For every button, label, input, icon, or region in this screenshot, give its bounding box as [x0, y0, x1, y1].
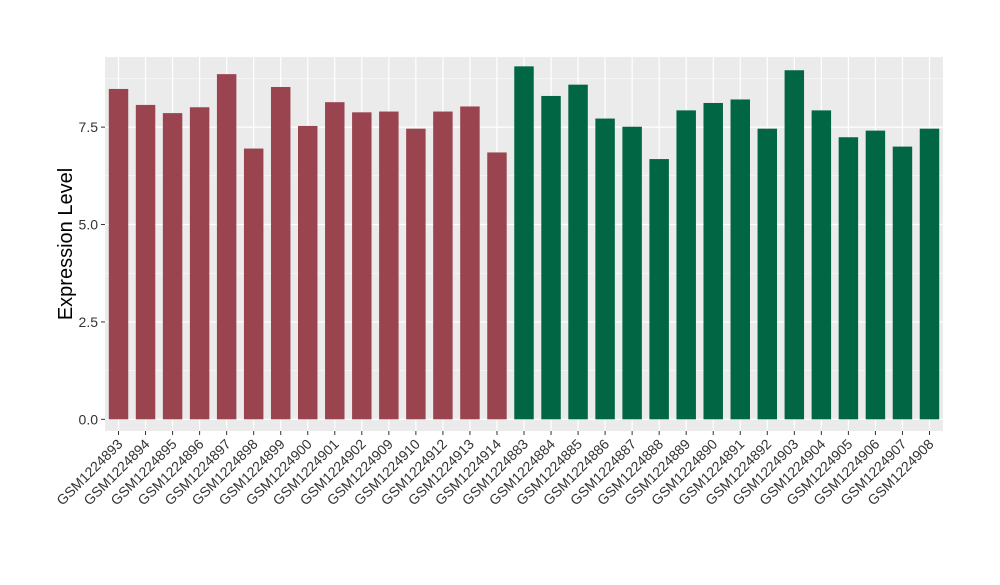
- bar-layer: [108, 66, 940, 420]
- bar-GSM1224903: [784, 70, 805, 420]
- bar-GSM1224892: [757, 128, 778, 420]
- bar-GSM1224898: [243, 148, 264, 420]
- bar-GSM1224902: [352, 112, 372, 420]
- bar-GSM1224912: [433, 111, 453, 420]
- y-axis-title: Expression Level: [55, 168, 77, 320]
- y-tick-label: 2.5: [79, 314, 99, 330]
- bar-GSM1224887: [622, 126, 642, 420]
- bar-GSM1224910: [406, 128, 426, 420]
- bar-GSM1224884: [541, 95, 561, 420]
- bar-GSM1224900: [298, 125, 318, 420]
- x-axis: GSM1224893GSM1224894GSM1224895GSM1224896…: [53, 431, 937, 508]
- bar-GSM1224891: [730, 99, 750, 420]
- bar-GSM1224883: [514, 66, 534, 420]
- bar-GSM1224908: [919, 128, 940, 420]
- bar-GSM1224896: [189, 107, 210, 420]
- bar-GSM1224905: [838, 137, 859, 420]
- bar-GSM1224913: [460, 106, 480, 420]
- y-tick-label: 5.0: [79, 217, 99, 233]
- y-tick-label: 0.0: [79, 411, 99, 427]
- bar-GSM1224907: [892, 146, 913, 420]
- bar-GSM1224894: [135, 104, 156, 420]
- bar-GSM1224889: [676, 110, 696, 420]
- bar-GSM1224901: [325, 102, 345, 420]
- bar-GSM1224890: [703, 102, 723, 420]
- bar-GSM1224888: [649, 159, 669, 420]
- bar-GSM1224885: [568, 84, 588, 420]
- bar-GSM1224906: [865, 130, 886, 420]
- bar-GSM1224897: [216, 74, 237, 420]
- bar-GSM1224895: [162, 113, 183, 420]
- bar-GSM1224899: [270, 86, 291, 420]
- bar-GSM1224909: [379, 111, 399, 420]
- y-axis: 0.0 2.5 5.0 7.5: [79, 119, 105, 427]
- y-tick-label: 7.5: [79, 119, 99, 135]
- bar-GSM1224886: [595, 118, 615, 420]
- bar-GSM1224914: [487, 152, 507, 420]
- bar-GSM1224904: [811, 110, 832, 420]
- bar-GSM1224893: [108, 88, 129, 420]
